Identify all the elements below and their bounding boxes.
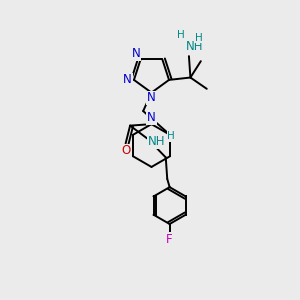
Text: H: H	[167, 131, 175, 141]
Text: H: H	[195, 33, 202, 43]
Text: N: N	[147, 92, 156, 104]
Text: H: H	[177, 30, 184, 40]
Text: NH: NH	[148, 136, 166, 148]
Text: N: N	[123, 74, 132, 86]
Text: O: O	[121, 144, 130, 158]
Text: NH: NH	[185, 40, 203, 53]
Text: F: F	[166, 233, 173, 246]
Text: N: N	[147, 111, 156, 124]
Text: N: N	[132, 47, 141, 60]
